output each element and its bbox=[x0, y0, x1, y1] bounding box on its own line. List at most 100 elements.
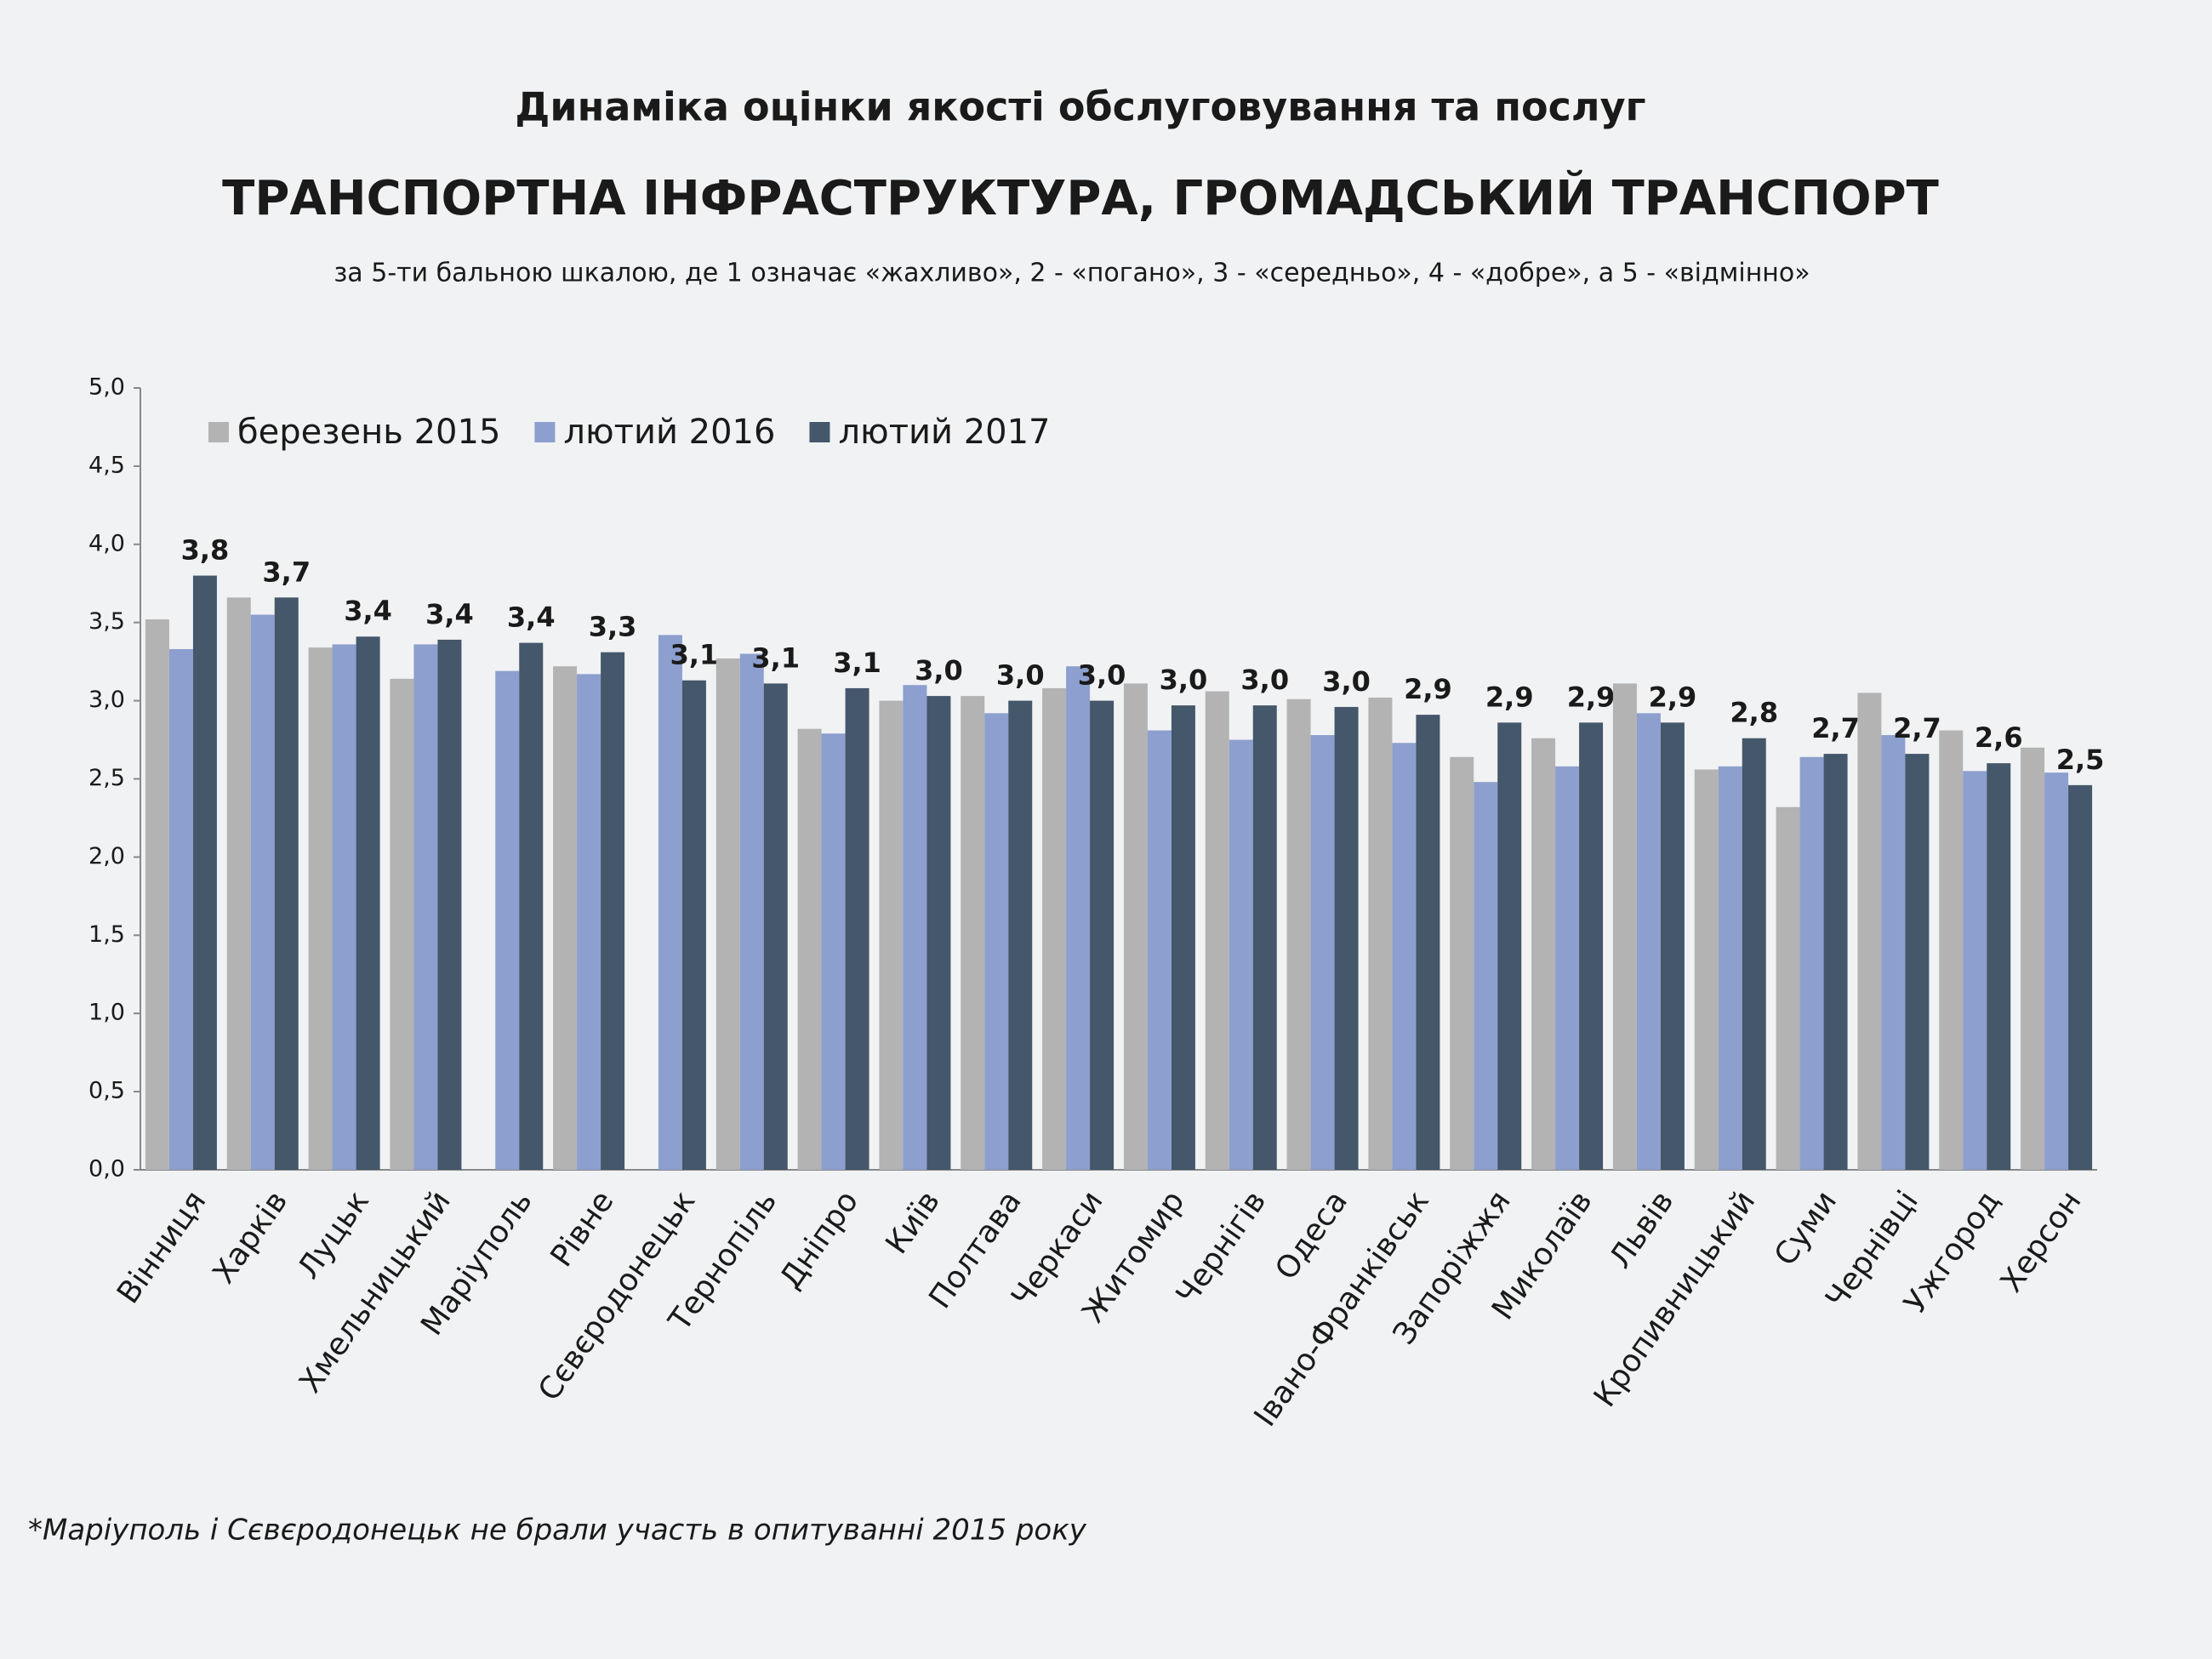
bar bbox=[390, 678, 414, 1170]
bar bbox=[308, 647, 333, 1170]
bar bbox=[1310, 735, 1335, 1170]
bar bbox=[797, 728, 822, 1170]
data-label: 3,1 bbox=[751, 641, 800, 674]
data-label: 3,0 bbox=[996, 659, 1045, 692]
bar bbox=[1286, 698, 1311, 1170]
bar bbox=[879, 700, 904, 1170]
bar bbox=[437, 639, 462, 1170]
data-label: 3,0 bbox=[1078, 659, 1126, 692]
bar bbox=[356, 636, 380, 1170]
data-label: 3,0 bbox=[1160, 664, 1208, 696]
y-tick-label: 2,0 bbox=[88, 843, 125, 869]
bar bbox=[1612, 683, 1637, 1170]
bar bbox=[1252, 705, 1277, 1170]
legend-label: лютий 2017 bbox=[838, 413, 1050, 452]
bar bbox=[1474, 782, 1498, 1170]
legend-label: лютий 2016 bbox=[563, 413, 775, 452]
data-label: 3,8 bbox=[181, 534, 230, 567]
bar bbox=[903, 685, 927, 1170]
data-label: 2,5 bbox=[2056, 744, 2105, 776]
data-label: 2,9 bbox=[1485, 681, 1534, 713]
data-label: 3,4 bbox=[425, 598, 474, 630]
bar bbox=[1742, 738, 1766, 1170]
legend-label: березень 2015 bbox=[237, 413, 500, 452]
y-tick-label: 3,5 bbox=[88, 608, 125, 635]
bar bbox=[763, 683, 788, 1170]
bar bbox=[1497, 722, 1522, 1170]
bar bbox=[1776, 807, 1800, 1170]
bar bbox=[1579, 722, 1604, 1170]
bar bbox=[1090, 700, 1115, 1170]
bar bbox=[2044, 772, 2069, 1170]
y-tick-label: 2,5 bbox=[88, 765, 125, 791]
bar bbox=[413, 644, 438, 1170]
data-label: 2,8 bbox=[1730, 697, 1778, 729]
bar bbox=[553, 666, 578, 1170]
data-label: 3,1 bbox=[670, 639, 719, 671]
bar bbox=[1171, 705, 1195, 1170]
bar bbox=[1008, 700, 1033, 1170]
chart-subtitle: ТРАНСПОРТНА ІНФРАСТРУКТУРА, ГРОМАДСЬКИЙ … bbox=[222, 170, 1939, 226]
bar bbox=[1368, 697, 1393, 1170]
bar bbox=[1123, 683, 1148, 1170]
bar bbox=[250, 614, 275, 1170]
bar bbox=[192, 575, 217, 1170]
y-tick-label: 1,5 bbox=[88, 921, 125, 948]
bar bbox=[601, 652, 625, 1170]
bar bbox=[1334, 706, 1359, 1170]
bar bbox=[1799, 756, 1824, 1170]
bar bbox=[1066, 666, 1091, 1170]
bar bbox=[226, 597, 251, 1170]
bar bbox=[681, 680, 706, 1170]
bar bbox=[1450, 756, 1474, 1170]
bar bbox=[1823, 754, 1848, 1170]
bar bbox=[1857, 693, 1882, 1170]
legend-swatch bbox=[534, 422, 556, 442]
bar bbox=[1392, 743, 1417, 1170]
data-label: 2,9 bbox=[1649, 681, 1697, 713]
data-label: 3,1 bbox=[833, 647, 881, 679]
data-label: 3,7 bbox=[262, 556, 311, 588]
bar bbox=[845, 687, 869, 1170]
legend-swatch bbox=[809, 422, 830, 442]
bar bbox=[1042, 687, 1067, 1170]
data-label: 3,0 bbox=[915, 654, 963, 687]
bar bbox=[1905, 754, 1930, 1170]
bar bbox=[658, 635, 682, 1170]
data-label: 3,4 bbox=[344, 595, 392, 627]
bar bbox=[984, 713, 1009, 1170]
data-label: 3,4 bbox=[507, 601, 556, 634]
data-label: 2,6 bbox=[1975, 721, 2023, 754]
bar bbox=[145, 619, 169, 1170]
bar bbox=[926, 696, 951, 1170]
bar bbox=[1147, 730, 1172, 1170]
bar bbox=[1939, 730, 1964, 1170]
chart-title: Динаміка оцінки якості обслуговування та… bbox=[515, 84, 1645, 130]
bar bbox=[274, 597, 299, 1170]
bar bbox=[1205, 691, 1229, 1170]
data-label: 2,7 bbox=[1893, 712, 1941, 744]
bar bbox=[1987, 763, 2011, 1170]
bar bbox=[1229, 739, 1253, 1170]
data-label: 2,7 bbox=[1811, 712, 1860, 744]
y-tick-label: 4,0 bbox=[88, 530, 125, 556]
data-label: 2,9 bbox=[1567, 681, 1616, 713]
data-label: 3,0 bbox=[1240, 664, 1289, 696]
bar bbox=[1694, 769, 1719, 1170]
data-label: 2,9 bbox=[1404, 673, 1452, 705]
bar bbox=[168, 648, 193, 1170]
bar bbox=[1416, 715, 1440, 1170]
y-tick-label: 1,0 bbox=[88, 1000, 125, 1026]
bar bbox=[1881, 735, 1906, 1170]
bar bbox=[715, 658, 740, 1170]
bar bbox=[1718, 766, 1742, 1170]
bar bbox=[1660, 722, 1685, 1170]
y-tick-label: 4,5 bbox=[88, 452, 125, 478]
y-tick-label: 0,5 bbox=[88, 1078, 125, 1104]
data-label: 3,0 bbox=[1322, 665, 1371, 698]
chart-note: за 5-ти бальною шкалою, де 1 означає «жа… bbox=[334, 259, 1810, 288]
bar bbox=[332, 644, 356, 1170]
bar bbox=[1555, 766, 1580, 1170]
bar bbox=[495, 670, 520, 1170]
